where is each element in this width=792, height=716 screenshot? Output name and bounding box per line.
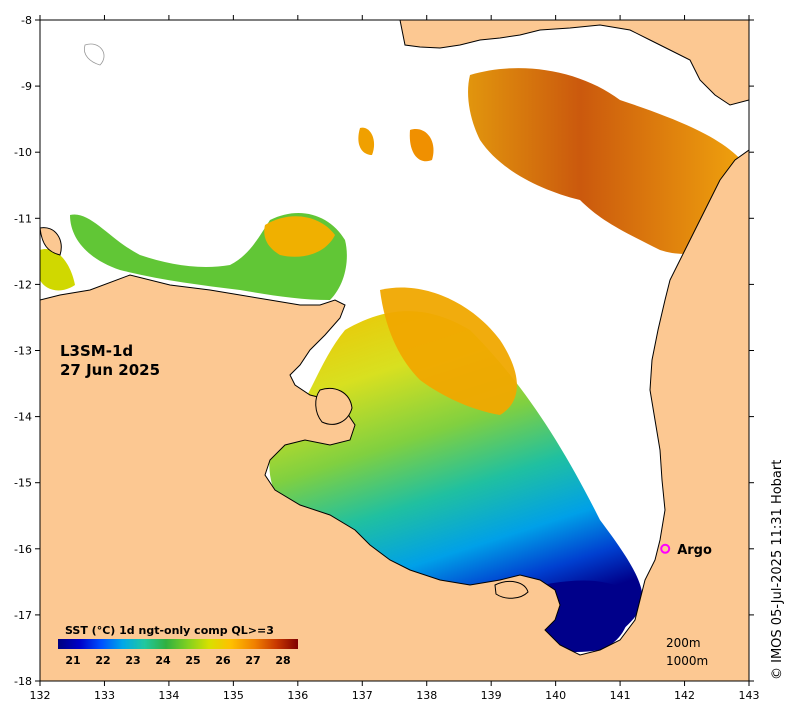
- lat-tick-label: -16: [14, 543, 32, 556]
- lon-axis: 132 133 134 135 136 137 138 139 140 141 142 143: [30, 15, 760, 702]
- island-outline: [83, 43, 105, 66]
- lat-tick-label: -9: [21, 80, 32, 93]
- lon-tick-label: 140: [545, 689, 566, 702]
- lat-tick-label: -12: [14, 278, 32, 291]
- plot-area: 200m 1000m L3SM-1d 27 Jun 2025 SST (°C) …: [40, 20, 749, 681]
- land-island: [315, 387, 353, 425]
- argo-label: Argo: [677, 543, 712, 558]
- sst-orange-patch: [380, 287, 517, 415]
- lat-tick-label: -13: [14, 345, 32, 358]
- lon-tick-label: 139: [481, 689, 502, 702]
- lat-tick-label: -11: [14, 212, 32, 225]
- lat-tick-label: -8: [21, 14, 32, 27]
- legend-title: SST (°C) 1d ngt-only comp QL>=3: [65, 624, 274, 637]
- land-mainland: [40, 149, 749, 681]
- land-new-guinea: [399, 20, 749, 106]
- legend-tick-label: 22: [95, 654, 110, 667]
- sst-north-patch: [468, 68, 749, 254]
- legend-tick-label: 28: [275, 654, 290, 667]
- lon-tick-label: 142: [674, 689, 695, 702]
- lat-tick-label: -14: [14, 411, 32, 424]
- lon-tick-label: 138: [416, 689, 437, 702]
- lon-tick-label: 133: [94, 689, 115, 702]
- lat-tick-label: -18: [14, 675, 32, 688]
- land: [40, 20, 749, 681]
- argo-float-marker[interactable]: Argo: [660, 543, 712, 558]
- legend-ticks: 21 22 23 24 25 26 27 28: [65, 654, 290, 667]
- argo-marker-icon[interactable]: [660, 543, 671, 554]
- lon-tick-label: 136: [287, 689, 308, 702]
- legend: SST (°C) 1d ngt-only comp QL>=3 21 22 23 24…: [58, 624, 298, 667]
- lon-tick-label: 141: [610, 689, 631, 702]
- legend-tick-label: 25: [185, 654, 200, 667]
- legend-tick-label: 21: [65, 654, 80, 667]
- legend-tick-label: 24: [155, 654, 171, 667]
- lon-tick-label: 137: [352, 689, 373, 702]
- credit-text: © IMOS 05-Jul-2025 11:31 Hobart: [770, 460, 785, 680]
- lon-tick-label: 132: [30, 689, 51, 702]
- lat-axis: -8 -9 -10 -11 -12 -13 -14 -15 -16 -17 -18: [14, 14, 754, 688]
- lon-tick-label: 134: [158, 689, 179, 702]
- land-island-3: [40, 227, 62, 256]
- lat-tick-label: -10: [14, 146, 32, 159]
- lon-tick-label: 135: [223, 689, 244, 702]
- contour-200m-label: 200m: [666, 636, 701, 650]
- legend-colorbar: [58, 639, 298, 649]
- sst-small-patch: [409, 129, 434, 162]
- lat-tick-label: -17: [14, 609, 32, 622]
- map-title-line1: L3SM-1d: [60, 342, 133, 360]
- sst-coastal-warm: [264, 216, 335, 257]
- legend-tick-label: 23: [125, 654, 140, 667]
- land-island-2: [494, 581, 529, 599]
- contour-1000m-label: 1000m: [666, 654, 708, 668]
- legend-tick-label: 26: [215, 654, 231, 667]
- sst-west-patch: [40, 249, 75, 291]
- sst-small-patch-2: [358, 127, 375, 155]
- legend-tick-label: 27: [245, 654, 260, 667]
- lon-tick-label: 143: [739, 689, 760, 702]
- lat-tick-label: -15: [14, 477, 32, 490]
- map-title-line2: 27 Jun 2025: [60, 361, 160, 379]
